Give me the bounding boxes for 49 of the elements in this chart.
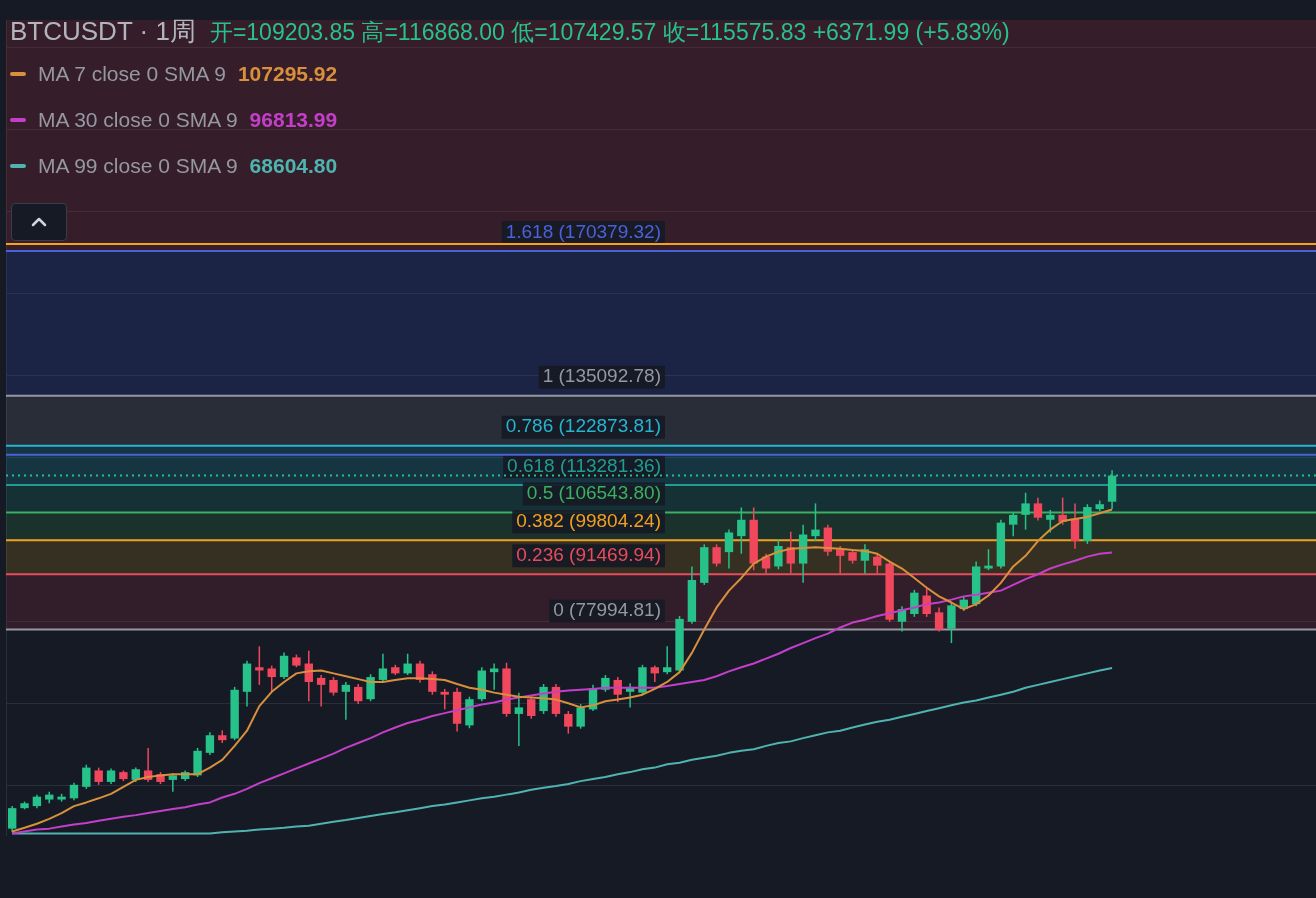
candlestick — [514, 691, 524, 747]
legend-label: MA 99 close 0 SMA 9 — [38, 154, 238, 178]
candlestick — [1046, 509, 1055, 534]
chart-title: BTCUSDT · 1周 — [10, 15, 196, 48]
candlestick — [1021, 491, 1030, 531]
legend-label: MA 30 close 0 SMA 9 — [38, 108, 238, 132]
candlestick — [329, 676, 338, 697]
candlestick — [1033, 496, 1043, 522]
candlestick — [354, 683, 363, 705]
candlestick — [564, 710, 573, 735]
ref-line-label: 0.5 (106543.80) — [526, 482, 661, 504]
chart-subtitle: 开=109203.85 高=116868.00 低=107429.57 收=115575.83 +6371.99 (+5.83%) — [209, 18, 1010, 47]
candlestick — [934, 606, 944, 633]
candlestick — [724, 528, 734, 570]
ref-line-label: 0.786 (122873.81) — [505, 415, 661, 437]
candlestick — [378, 652, 388, 683]
ref-line-label: 1.618 (170379.32) — [505, 220, 661, 242]
candlestick — [279, 651, 289, 680]
candlestick — [366, 673, 375, 702]
candlestick — [662, 645, 672, 675]
candlestick — [984, 548, 993, 571]
candlestick — [403, 652, 412, 676]
candlestick — [910, 589, 919, 618]
candlestick — [489, 662, 499, 691]
candlestick — [440, 688, 449, 711]
ref-line-label: 0 (77994.81) — [553, 599, 661, 621]
ref-line-label: 0.618 (113281.36) — [507, 454, 661, 476]
candlestick — [774, 538, 783, 571]
candlestick — [811, 502, 820, 542]
candlestick — [737, 506, 746, 555]
candlestick — [255, 645, 264, 686]
annotation: 96813.99 — [249, 108, 338, 132]
candlestick — [205, 731, 215, 756]
annotation: 107295.92 — [237, 62, 338, 86]
ref-line-label: 1 (135092.78) — [542, 365, 661, 387]
candlestick — [712, 543, 721, 568]
candlestick — [82, 763, 91, 790]
ref-line-label: 0.382 (99804.24) — [516, 509, 661, 531]
candlestick — [576, 703, 585, 730]
candlestick — [1009, 511, 1018, 537]
candlestick — [7, 805, 17, 834]
ref-line-label: 0.236 (91469.94) — [516, 544, 661, 566]
candlestick — [947, 601, 956, 644]
candlestick — [267, 664, 276, 693]
candlestick — [341, 681, 351, 721]
legend-label: MA 7 close 0 SMA 9 — [38, 62, 226, 86]
candlestick — [316, 674, 326, 708]
candlestick — [428, 670, 437, 696]
annotation: 68604.80 — [249, 154, 338, 178]
